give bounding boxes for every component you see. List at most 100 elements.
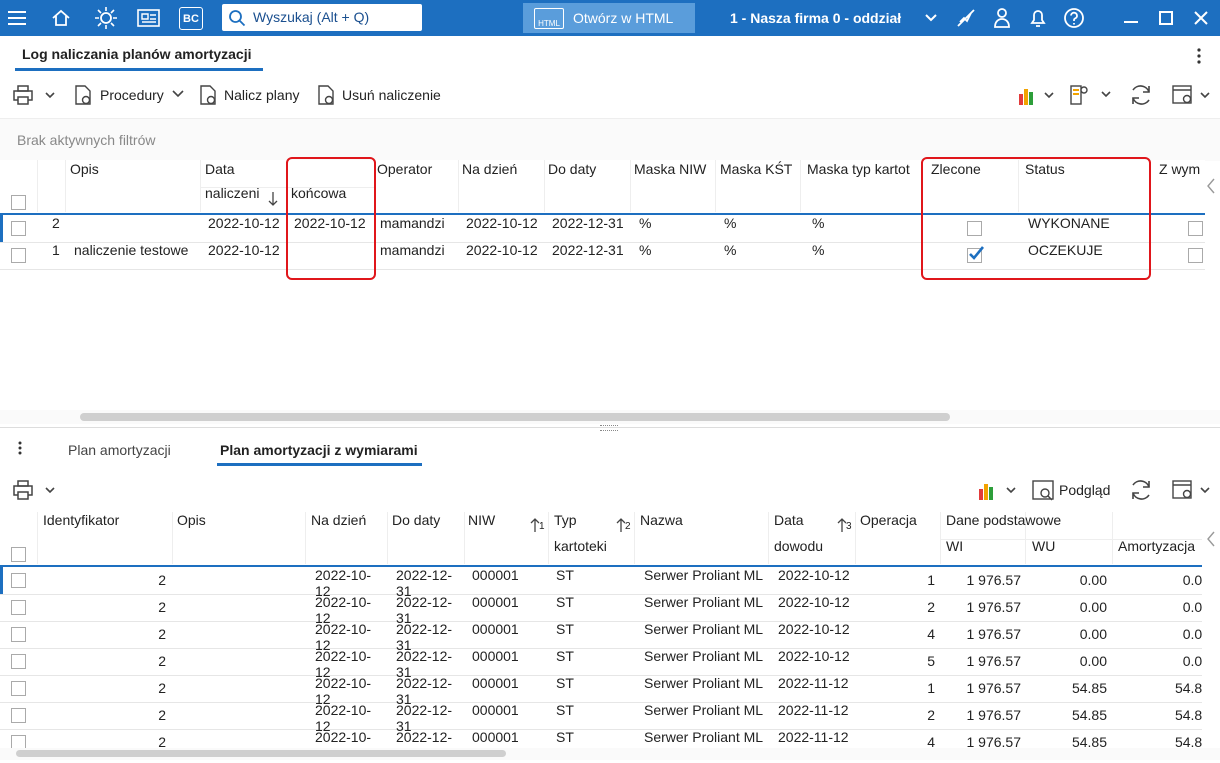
table-row[interactable] <box>0 242 1205 270</box>
checkbox[interactable] <box>11 547 26 562</box>
toolbar-usun-naliczenie[interactable]: Usuń naliczenie <box>342 87 441 103</box>
search-box[interactable]: Wyszukaj (Alt + Q) <box>222 4 422 31</box>
column-header[interactable]: Maska typ kartot <box>807 161 910 177</box>
column-header[interactable]: NIW <box>468 512 496 528</box>
column-header[interactable]: Do daty <box>392 512 441 528</box>
page-title-tab[interactable]: Log naliczania planów amortyzacji <box>22 46 252 62</box>
column-header[interactable]: Operacja <box>860 512 917 528</box>
table-row[interactable] <box>0 621 1202 649</box>
cell: 2022-10-12 <box>315 729 372 748</box>
table-row[interactable] <box>0 213 1205 243</box>
column-header[interactable]: Data <box>774 512 804 528</box>
view-settings-button[interactable] <box>1170 477 1214 503</box>
detail-tab[interactable]: Plan amortyzacji <box>68 442 171 458</box>
table-row[interactable] <box>0 648 1202 676</box>
view-settings-button[interactable] <box>1170 82 1214 108</box>
help-icon[interactable] <box>1063 7 1085 29</box>
column-header[interactable]: Opis <box>70 161 99 177</box>
column-header[interactable]: naliczeni <box>205 185 260 201</box>
column-header[interactable]: Na dzień <box>311 512 367 528</box>
checkbox[interactable] <box>11 735 26 748</box>
connection-icon[interactable] <box>954 6 978 30</box>
cell: 2022-12-31 <box>396 702 453 734</box>
column-header[interactable]: Zlecone <box>931 161 981 177</box>
settings-icon[interactable] <box>94 6 118 30</box>
refresh-button[interactable] <box>1128 477 1154 503</box>
checkbox[interactable] <box>967 221 982 236</box>
splitter[interactable] <box>0 427 1220 428</box>
bell-icon[interactable] <box>1028 6 1048 30</box>
home-icon[interactable] <box>50 7 72 29</box>
sort-arrow[interactable] <box>837 517 847 533</box>
column-header[interactable]: końcowa <box>291 185 347 201</box>
column-header[interactable]: Dane podstawowe <box>946 512 1062 528</box>
company-chevron[interactable] <box>924 12 938 24</box>
sort-arrow[interactable] <box>530 517 540 533</box>
checkbox[interactable] <box>11 573 26 588</box>
print-button[interactable] <box>12 479 60 501</box>
h-scrollbar[interactable] <box>0 748 1220 760</box>
chart-button[interactable] <box>977 479 1019 503</box>
checkbox[interactable] <box>967 246 985 263</box>
column-header[interactable]: Typ <box>554 512 577 528</box>
table-row[interactable] <box>0 675 1202 703</box>
scroll-thumb[interactable] <box>80 413 950 421</box>
checkbox[interactable] <box>11 248 26 263</box>
column-header[interactable]: Z wym <box>1159 161 1201 177</box>
company-selector[interactable]: 1 - Nasza firma 0 - oddział <box>730 10 902 26</box>
refresh-button[interactable] <box>1128 82 1154 108</box>
bc-badge[interactable]: BC <box>179 7 203 30</box>
sort-arrow[interactable] <box>268 191 278 207</box>
h-scrollbar[interactable] <box>0 410 1220 424</box>
column-header[interactable]: Data <box>205 161 235 177</box>
close-icon[interactable] <box>1191 8 1211 28</box>
maximize-icon[interactable] <box>1156 8 1176 28</box>
column-header[interactable]: Do daty <box>548 161 597 177</box>
chart-button[interactable] <box>1017 84 1057 108</box>
more-menu[interactable] <box>1193 46 1205 66</box>
scroll-right-arrow[interactable] <box>1204 175 1218 197</box>
toolbar-nalicz-plany[interactable]: Nalicz plany <box>224 87 300 103</box>
detail-more-menu[interactable] <box>15 440 25 458</box>
column-header[interactable]: WI <box>946 538 964 554</box>
column-header[interactable]: Nazwa <box>640 512 683 528</box>
table-row[interactable] <box>0 565 1202 595</box>
preview-button[interactable]: Podgląd <box>1059 482 1111 498</box>
checkbox[interactable] <box>11 195 26 210</box>
table-row[interactable] <box>0 702 1202 730</box>
column-header[interactable]: WU <box>1032 538 1056 554</box>
open-html-button[interactable]: HTML Otwórz w HTML <box>523 3 695 33</box>
scroll-thumb[interactable] <box>16 750 506 757</box>
checkbox[interactable] <box>11 708 26 723</box>
chevron[interactable] <box>171 88 185 100</box>
column-header[interactable]: Amortyzacja <box>1118 538 1196 554</box>
column-header[interactable]: kartoteki <box>554 538 607 554</box>
checkbox[interactable] <box>11 221 26 236</box>
doc-gear-icon <box>200 85 216 105</box>
tools-button[interactable] <box>1068 82 1114 108</box>
menu-icon[interactable] <box>6 8 28 28</box>
checkbox[interactable] <box>11 627 26 642</box>
checkbox[interactable] <box>11 654 26 669</box>
column-header[interactable]: Na dzień <box>462 161 518 177</box>
checkbox[interactable] <box>11 600 26 615</box>
sort-arrow[interactable] <box>616 517 626 533</box>
column-header[interactable]: Status <box>1025 161 1065 177</box>
column-header[interactable]: Opis <box>177 512 206 528</box>
minimize-icon[interactable] <box>1121 8 1141 28</box>
table-row[interactable] <box>0 594 1202 622</box>
user-icon[interactable] <box>992 6 1012 30</box>
toolbar-procedury[interactable]: Procedury <box>100 87 164 103</box>
news-icon[interactable] <box>137 8 161 28</box>
column-header[interactable]: dowodu <box>774 538 824 554</box>
checkbox[interactable] <box>11 681 26 696</box>
detail-tab-active[interactable]: Plan amortyzacji z wymiarami <box>220 442 418 458</box>
column-header[interactable]: Operator <box>377 161 433 177</box>
splitter-grip[interactable] <box>600 425 618 431</box>
column-header[interactable]: Identyfikator <box>43 512 120 528</box>
cell: 0.00 <box>1112 567 1202 594</box>
column-header[interactable]: Maska KŚT <box>720 161 793 177</box>
print-button[interactable] <box>12 84 60 106</box>
column-header[interactable]: Maska NIW <box>634 161 707 177</box>
scroll-right-arrow[interactable] <box>1204 528 1218 550</box>
